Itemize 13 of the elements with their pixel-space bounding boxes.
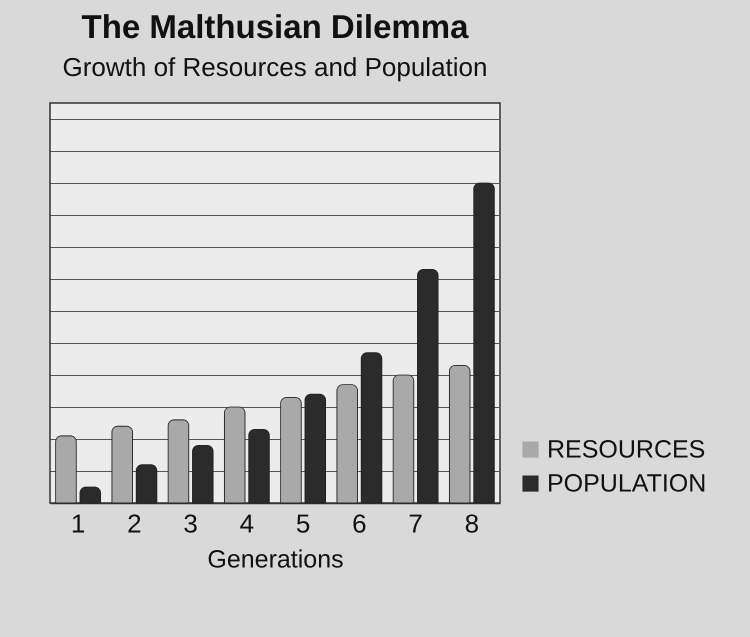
x-tick-label: 4 — [240, 508, 254, 538]
x-tick-label: 1 — [70, 508, 86, 538]
x-tick-label: 8 — [464, 508, 480, 538]
legend-label: POPULATION — [547, 470, 706, 498]
chart-title: The Malthusian Dilemma — [82, 8, 470, 45]
x-tick-label: 7 — [408, 508, 423, 538]
x-tick-label: 3 — [183, 508, 198, 538]
x-axis-title: Generations — [207, 546, 344, 574]
chart-subtitle: Growth of Resources and Population — [62, 52, 488, 82]
x-tick-label: 6 — [352, 508, 367, 538]
x-tick-label: 2 — [127, 508, 142, 538]
legend-label: RESOURCES — [547, 436, 706, 464]
x-tick-label: 5 — [296, 508, 310, 538]
